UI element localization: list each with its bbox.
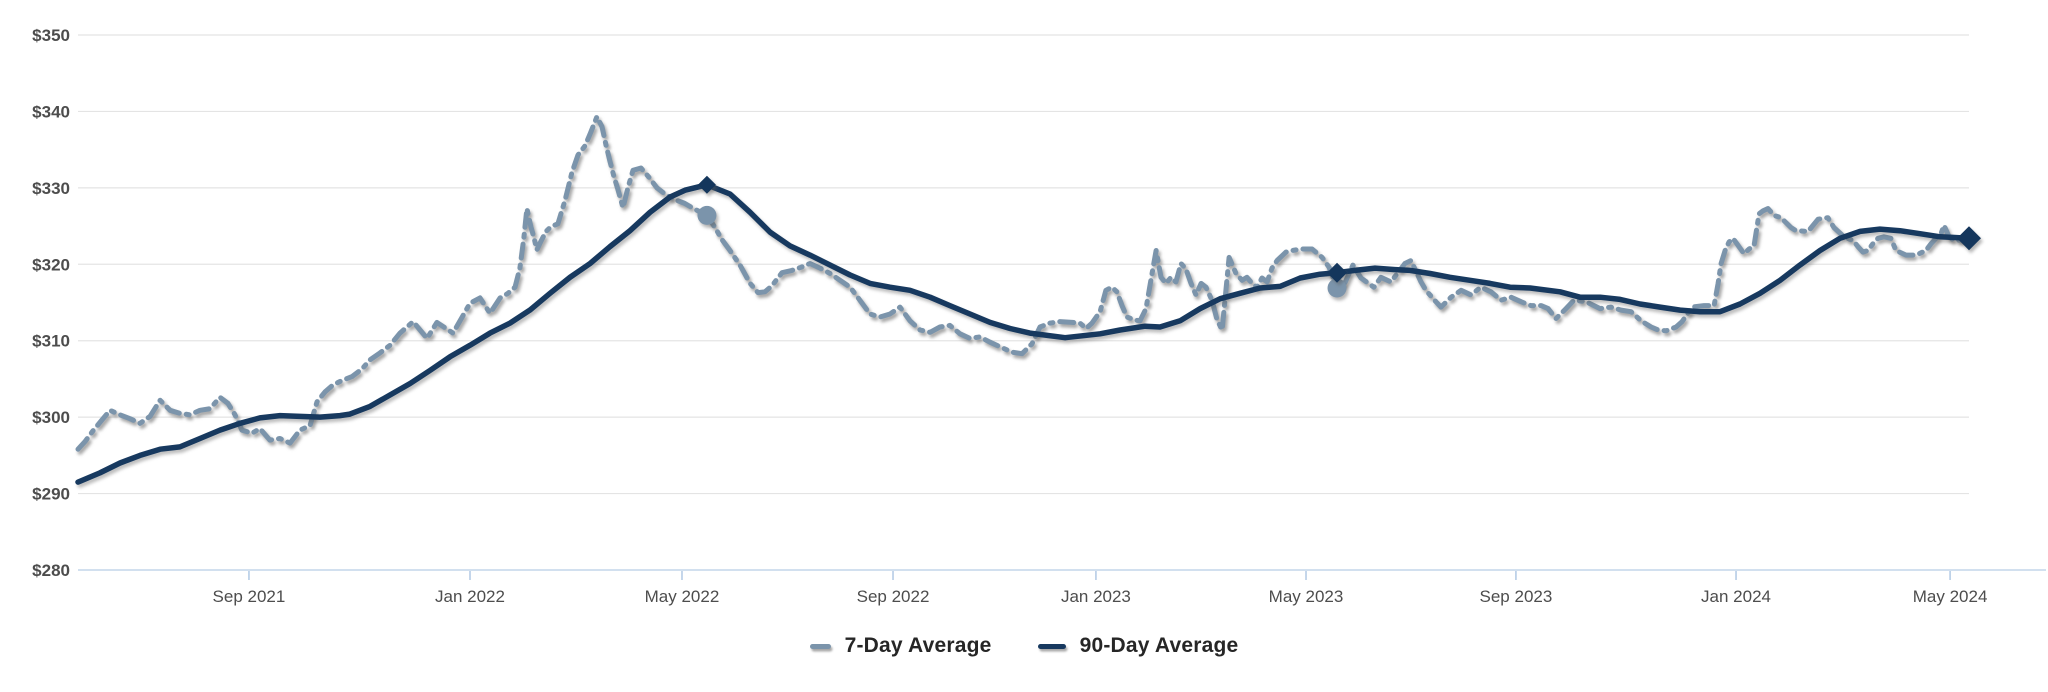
legend-label-7-day: 7-Day Average [844,634,992,657]
legend-item-7-day[interactable]: 7-Day Average [809,634,992,658]
circle-marker [1327,278,1347,298]
y-axis-label: $340 [32,102,70,121]
y-axis-label: $290 [32,485,70,504]
x-axis-label: Sep 2021 [213,587,286,606]
x-axis-label: Jan 2024 [1701,587,1771,606]
x-axis-label: Sep 2023 [1480,587,1553,606]
y-axis-label: $280 [32,561,70,580]
x-axis-label: May 2022 [645,587,720,606]
y-axis-label: $310 [32,332,70,351]
x-axis-label: Jan 2023 [1061,587,1131,606]
ninety-day-line-swatch-icon [1037,643,1066,649]
chart-legend: 7-Day Average 90-Day Average [0,634,2048,658]
x-axis-label: May 2023 [1269,587,1344,606]
y-axis-label: $300 [32,408,70,427]
diamond-marker [697,175,716,194]
diamond-marker [1957,226,1981,251]
x-axis-label: Sep 2022 [857,587,930,606]
legend-item-90-day[interactable]: 90-Day Average [1037,634,1239,658]
seven-day-dash-swatch-icon [809,643,831,649]
seven-day-average-line [75,114,1972,452]
x-axis-label: Jan 2022 [435,587,505,606]
legend-label-90-day: 90-Day Average [1079,634,1239,657]
y-axis-label: $330 [32,179,70,198]
y-axis-label: $320 [32,255,70,274]
y-axis-label: $350 [32,26,70,45]
ninety-day-average-line [75,182,1972,485]
circle-marker [697,205,717,225]
diamond-marker [1327,262,1348,283]
x-axis-label: May 2024 [1913,587,1988,606]
